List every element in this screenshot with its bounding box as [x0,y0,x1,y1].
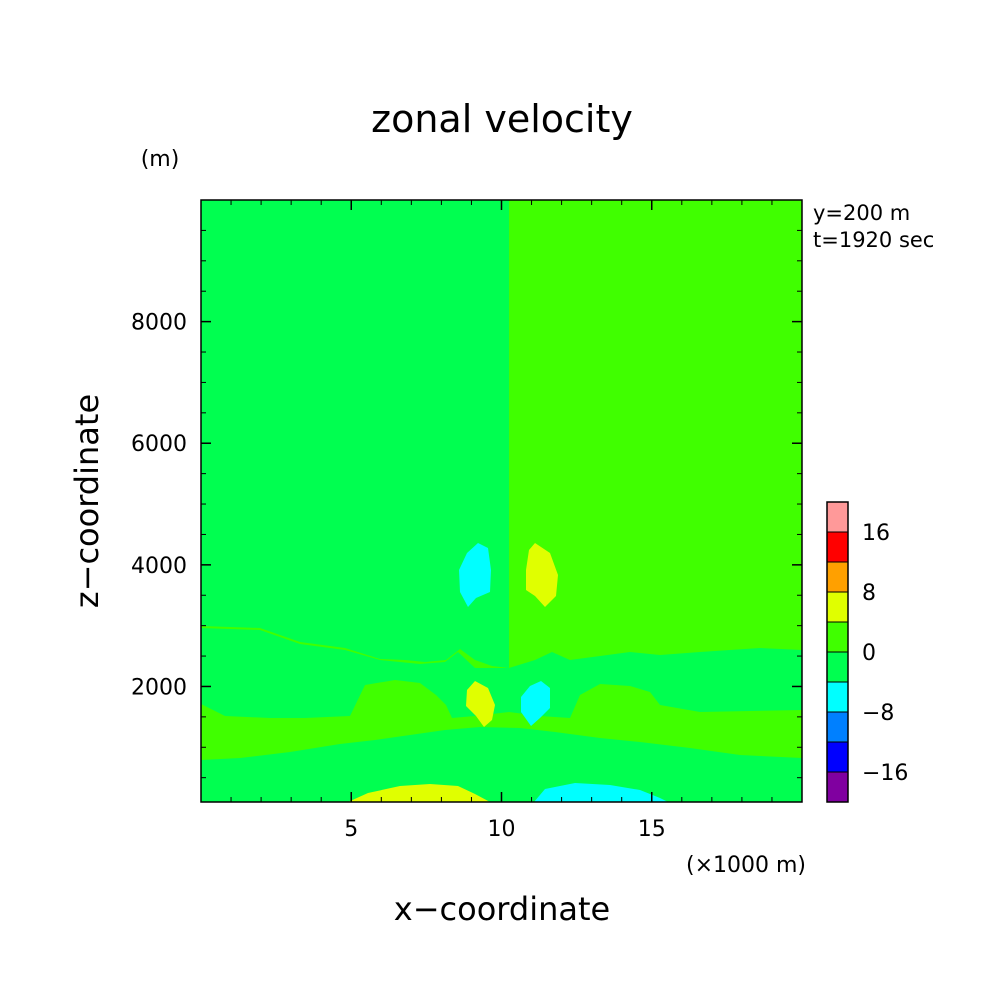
region-upper-cyan-blob [459,543,491,607]
annotation-text: t=1920 sec [813,228,934,252]
colorbar-tick-label: 8 [862,581,876,606]
colorbar-tick-label: 0 [862,641,876,666]
colorbar-swatch [826,651,849,683]
region-lower-band-green [201,628,802,802]
y-tick-label: 4000 [131,554,187,579]
colorbar-swatch [826,771,849,803]
region-bottom-yellow [348,784,490,802]
y-tick-label: 6000 [131,432,187,457]
x-tick-label: 10 [488,817,516,842]
x-tick-label: 15 [638,817,666,842]
chart-title: zonal velocity [371,97,633,141]
colorbar: −16 −8 0 8 16 [826,501,908,803]
region-bottom-cyan [534,783,668,802]
colorbar-swatch [826,591,849,623]
region-lower-yellow-blob [466,681,495,727]
y-tick-label: 8000 [131,311,187,336]
region-upper-yellow-blob [526,543,558,607]
colorbar-tick-label: −16 [862,761,908,786]
annotation-text: y=200 m [813,201,910,225]
x-tick-label: 5 [344,817,358,842]
x-axis-label: x−coordinate [394,890,610,928]
colorbar-swatch [826,531,849,563]
colorbar-swatch [826,741,849,773]
contour-field [201,200,802,802]
colorbar-tick-label: 16 [862,521,890,546]
colorbar-tick-label: −8 [862,701,894,726]
colorbar-swatch [826,561,849,593]
colorbar-swatch [826,501,849,533]
colorbar-swatch [826,621,849,653]
y-tick-label: 2000 [131,675,187,700]
region-upper-left-green [201,200,509,668]
colorbar-frame [826,501,849,803]
y-unit-label: (m) [141,147,180,172]
annotation-group: y=200 m t=1920 sec [813,201,934,252]
colorbar-swatch [826,681,849,713]
colorbar-swatch [826,711,849,743]
axis-ticks: 5 10 15 2000 4000 6000 8000 [131,200,802,842]
x-unit-label: (×1000 m) [686,853,806,878]
region-lower-cyan-blob [521,681,550,726]
y-axis-label: z−coordinate [68,394,106,608]
